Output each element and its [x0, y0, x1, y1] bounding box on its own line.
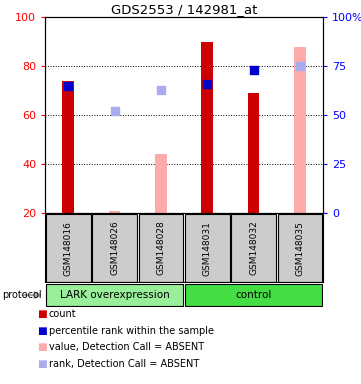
Text: LARK overexpression: LARK overexpression	[60, 290, 170, 300]
Text: rank, Detection Call = ABSENT: rank, Detection Call = ABSENT	[49, 359, 199, 369]
Text: GSM148031: GSM148031	[203, 221, 212, 275]
Text: control: control	[235, 290, 272, 300]
Bar	[185, 284, 322, 306]
Text: GSM148035: GSM148035	[295, 221, 304, 275]
Text: protocol: protocol	[2, 290, 42, 300]
Text: ■: ■	[36, 359, 47, 369]
Text: GSM148032: GSM148032	[249, 221, 258, 275]
Bar	[155, 154, 167, 213]
Bar	[231, 214, 276, 282]
Bar	[46, 284, 183, 306]
Title: GDS2553 / 142981_at: GDS2553 / 142981_at	[111, 3, 257, 16]
Bar	[294, 47, 306, 213]
Text: GSM148028: GSM148028	[156, 221, 165, 275]
Text: GSM148026: GSM148026	[110, 221, 119, 275]
Bar	[139, 214, 183, 282]
Text: ■: ■	[36, 309, 47, 319]
Text: ■: ■	[36, 342, 47, 352]
Text: value, Detection Call = ABSENT: value, Detection Call = ABSENT	[49, 342, 204, 352]
Text: count: count	[49, 309, 77, 319]
Bar	[248, 93, 260, 213]
Bar	[201, 42, 213, 213]
Bar	[92, 214, 137, 282]
Bar	[62, 81, 74, 213]
Text: percentile rank within the sample: percentile rank within the sample	[49, 326, 214, 336]
Text: ■: ■	[36, 326, 47, 336]
Bar	[278, 214, 322, 282]
Bar	[185, 214, 230, 282]
Text: GSM148016: GSM148016	[64, 221, 73, 275]
Bar	[109, 211, 121, 213]
Bar	[46, 214, 91, 282]
